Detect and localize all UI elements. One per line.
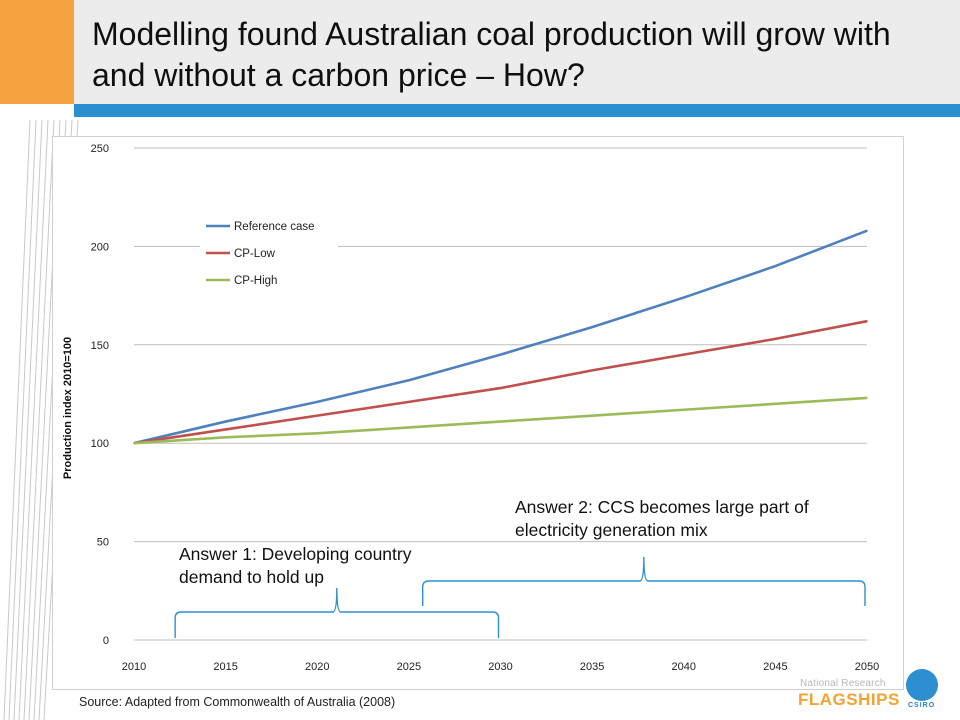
data-point: [866, 229, 868, 232]
data-point: [866, 397, 868, 399]
x-tick-label: 2045: [763, 661, 787, 673]
legend-label: CP-Low: [234, 248, 276, 260]
decorative-line: [23, 119, 55, 720]
y-tick-label: 0: [103, 635, 109, 647]
flagships-logo: National Research FLAGSHIPS CSIRO: [796, 668, 960, 720]
data-point: [774, 338, 777, 340]
x-tick-label: 2010: [122, 661, 146, 673]
annotation-brace: [174, 587, 500, 638]
annotation-answer-2: Answer 2: CCS becomes large part of elec…: [515, 497, 809, 540]
header-rule: [74, 104, 960, 117]
y-tick-label: 100: [91, 438, 109, 450]
data-point: [408, 379, 410, 382]
data-point: [682, 353, 685, 356]
annotation-brace: [422, 556, 866, 606]
data-point: [682, 408, 685, 411]
data-point: [133, 442, 135, 445]
data-point: [224, 420, 227, 423]
x-tick-label: 2015: [213, 661, 237, 673]
csiro-emblem-icon: [906, 669, 938, 701]
data-point: [224, 436, 227, 439]
data-point: [224, 428, 227, 431]
header-band: [0, 0, 960, 104]
data-point: [408, 426, 410, 429]
data-point: [866, 320, 868, 322]
data-point: [774, 265, 777, 267]
x-tick-label: 2030: [488, 661, 512, 673]
series-line: [133, 396, 868, 445]
data-point: [499, 387, 502, 389]
decorative-line: [3, 119, 31, 720]
legend-label: Reference case: [234, 221, 315, 233]
data-point: [499, 420, 502, 423]
data-point: [316, 414, 319, 417]
decorative-line: [18, 119, 49, 720]
slide-title: Modelling found Australian coal producti…: [92, 16, 891, 93]
x-tick-label: 2020: [305, 661, 329, 673]
data-point: [316, 432, 319, 435]
data-point: [499, 353, 502, 356]
y-tick-label: 150: [91, 340, 109, 352]
source-note: Source: Adapted from Commonwealth of Aus…: [79, 695, 396, 709]
y-tick-label: 200: [91, 241, 109, 253]
data-point: [591, 414, 593, 417]
y-tick-label: 250: [91, 143, 109, 155]
data-point: [591, 369, 593, 372]
x-tick-label: 2050: [855, 661, 879, 673]
decorative-line: [8, 119, 37, 720]
logo-wordmark: FLAGSHIPS: [798, 690, 900, 709]
x-tick-label: 2025: [397, 661, 421, 673]
y-axis-label: Production index 2010=100: [62, 337, 74, 479]
x-tick-label: 2035: [580, 661, 604, 673]
logo-sub: CSIRO: [908, 702, 936, 709]
header-accent: [0, 0, 74, 104]
data-point: [316, 401, 319, 403]
data-point: [591, 326, 593, 328]
y-tick-label: 50: [97, 537, 109, 549]
chart-frame: [52, 136, 904, 690]
data-point: [408, 401, 410, 403]
decorative-line: [13, 119, 43, 720]
logo-tagline: National Research: [800, 678, 886, 689]
annotation-answer-1: Answer 1: Developing country demand to h…: [179, 544, 412, 587]
data-point: [682, 296, 685, 299]
data-point: [774, 403, 777, 405]
legend-label: CP-High: [234, 275, 277, 287]
series-line: [133, 319, 868, 445]
x-tick-label: 2040: [672, 661, 696, 673]
